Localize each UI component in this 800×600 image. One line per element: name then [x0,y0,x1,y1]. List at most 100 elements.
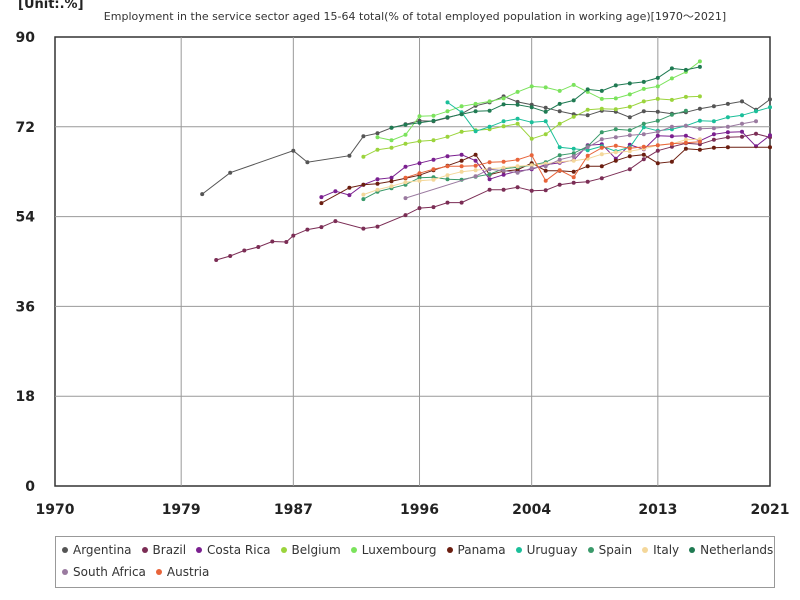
data-point-belgium [571,114,576,119]
data-point-argentina [557,109,562,114]
data-point-spain [599,130,604,135]
data-point-italy [417,178,422,183]
data-point-panama [375,181,380,186]
data-point-belgium [459,129,464,134]
data-point-panama [683,146,688,151]
x-tick-label: 2013 [638,502,677,518]
data-point-brazil [403,213,408,218]
data-point-uruguay [487,124,492,129]
data-point-netherlands [655,75,660,80]
legend-row-2: South Africa Austria [62,565,219,579]
data-point-netherlands [669,66,674,71]
data-point-netherlands [697,64,702,69]
data-point-spain [627,128,632,133]
data-point-italy [515,164,520,169]
data-point-austria [641,144,646,149]
legend-item-argentina: Argentina [62,543,132,557]
data-point-luxembourg [599,96,604,101]
data-point-spain [445,177,450,182]
data-point-italy [683,137,688,142]
legend-marker [155,569,162,575]
data-point-costa-rica [725,130,730,135]
data-point-brazil [284,240,289,244]
data-point-austria [417,171,422,176]
data-point-south-africa [515,170,520,175]
series-line-luxembourg [377,61,701,141]
data-point-costa-rica [768,133,772,138]
data-point-uruguay [529,120,534,125]
data-point-brazil [417,206,422,211]
legend-marker [587,547,594,553]
data-point-netherlands [487,108,492,113]
x-tick-label: 1996 [400,502,439,518]
data-point-luxembourg [431,113,436,118]
data-point-austria [529,153,534,158]
data-point-spain [613,127,618,132]
data-point-italy [473,168,478,173]
y-tick-label: 18 [16,389,35,405]
data-point-brazil [431,205,436,210]
legend-item-spain: Spain [587,543,633,557]
legend: Argentina Brazil Costa Rica Belgium Luxembou… [55,536,775,588]
data-point-uruguay [473,129,478,134]
data-point-south-africa [585,145,590,150]
legend-item-south-africa: South Africa [62,565,146,579]
y-tick-label: 72 [16,120,35,136]
legend-label: Spain [598,543,633,557]
data-point-brazil [375,224,380,229]
data-point-uruguay [543,119,548,124]
data-point-austria [557,168,562,173]
data-point-spain [361,197,366,202]
data-point-argentina [361,134,366,139]
data-point-brazil [754,131,758,136]
data-point-south-africa [641,132,646,137]
data-point-luxembourg [655,84,660,89]
data-point-spain [571,151,576,156]
data-point-austria [599,145,604,150]
data-point-austria [473,163,478,168]
data-point-brazil [585,179,590,184]
data-point-luxembourg [473,101,478,106]
data-point-costa-rica [683,133,688,138]
data-point-south-africa [683,123,688,128]
legend-label: Uruguay [526,543,578,557]
data-point-italy [389,184,394,189]
data-point-argentina [655,109,660,114]
data-point-austria [655,143,660,148]
data-point-panama [613,158,618,163]
data-point-brazil [228,254,233,258]
data-point-panama [641,152,646,157]
data-point-panama [585,164,590,169]
data-point-brazil [669,144,674,149]
data-point-brazil [740,134,744,139]
data-point-italy [571,158,576,163]
data-point-netherlands [613,83,618,88]
legend-marker [280,547,287,553]
data-point-italy [361,192,366,197]
data-point-netherlands [529,105,534,110]
data-point-south-africa [725,124,730,129]
data-point-spain [669,112,674,117]
y-tick-label: 0 [25,479,35,495]
plot-area [54,36,771,487]
data-point-belgium [515,121,520,126]
data-point-belgium [585,107,590,112]
data-point-belgium [683,94,688,99]
data-point-costa-rica [389,175,394,180]
data-point-belgium [375,147,380,152]
chart-title: Employment in the service sector aged 15… [103,10,727,23]
data-point-luxembourg [403,132,408,137]
data-point-costa-rica [375,177,380,182]
data-point-uruguay [515,116,520,121]
legend-label: Brazil [152,543,187,557]
data-point-argentina [740,99,744,104]
data-point-luxembourg [501,96,506,101]
data-point-brazil [445,200,450,205]
data-point-brazil [459,200,464,205]
data-point-argentina [228,170,233,175]
data-point-south-africa [697,126,702,131]
legend-item-brazil: Brazil [141,543,187,557]
data-point-luxembourg [543,85,548,90]
data-point-brazil [515,185,520,190]
